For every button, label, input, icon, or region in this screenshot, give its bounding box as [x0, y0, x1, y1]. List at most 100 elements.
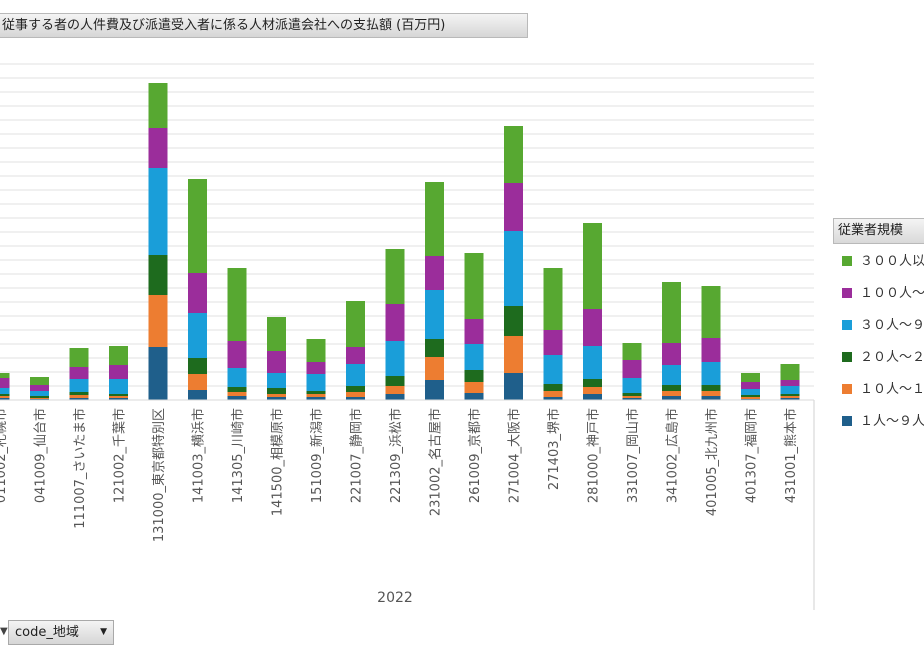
bar-segment[interactable]	[622, 393, 642, 396]
bar-segment[interactable]	[583, 309, 602, 346]
bar-segment[interactable]	[583, 223, 602, 309]
bar-segment[interactable]	[543, 391, 563, 397]
bar-segment[interactable]	[780, 380, 800, 386]
bar-segment[interactable]	[701, 362, 721, 385]
bar-segment[interactable]	[425, 380, 444, 400]
bar-segment[interactable]	[188, 374, 207, 390]
bar-segment[interactable]	[346, 397, 365, 400]
bar-segment[interactable]	[385, 304, 405, 341]
bar-segment[interactable]	[148, 128, 168, 168]
bar-segment[interactable]	[780, 364, 800, 380]
bar-segment[interactable]	[622, 378, 642, 393]
bar-segment[interactable]	[69, 395, 89, 398]
bar-segment[interactable]	[109, 398, 128, 400]
bar-segment[interactable]	[504, 126, 523, 183]
bar-segment[interactable]	[662, 391, 681, 396]
bar-segment[interactable]	[30, 377, 49, 385]
bar-segment[interactable]	[306, 362, 326, 374]
bar-segment[interactable]	[662, 396, 681, 400]
bar-segment[interactable]	[464, 393, 484, 400]
bar-segment[interactable]	[780, 394, 800, 396]
bar-segment[interactable]	[504, 231, 523, 306]
bar-segment[interactable]	[504, 336, 523, 373]
bar-segment[interactable]	[583, 379, 602, 387]
bar-segment[interactable]	[464, 344, 484, 370]
bar-segment[interactable]	[267, 351, 286, 373]
bar-segment[interactable]	[148, 168, 168, 255]
bar-segment[interactable]	[741, 395, 760, 397]
bar-segment[interactable]	[425, 290, 444, 339]
bar-segment[interactable]	[425, 256, 444, 290]
bar-segment[interactable]	[306, 374, 326, 391]
legend-title[interactable]: 従業者規模	[833, 218, 924, 244]
bar-segment[interactable]	[583, 346, 602, 379]
bar-segment[interactable]	[188, 313, 207, 358]
bar-segment[interactable]	[622, 398, 642, 400]
bar-segment[interactable]	[346, 301, 365, 347]
bar-segment[interactable]	[267, 317, 286, 351]
bar-segment[interactable]	[464, 253, 484, 319]
bar-segment[interactable]	[780, 386, 800, 394]
dropdown-arrow-icon[interactable]: ▼	[0, 626, 8, 637]
bar-segment[interactable]	[148, 347, 168, 400]
bar-segment[interactable]	[346, 347, 365, 364]
bar-segment[interactable]	[30, 385, 49, 391]
bar-segment[interactable]	[267, 397, 286, 400]
bar-segment[interactable]	[227, 396, 247, 400]
bar-segment[interactable]	[0, 373, 10, 378]
bar-segment[interactable]	[504, 373, 523, 400]
bar-segment[interactable]	[543, 397, 563, 400]
bar-segment[interactable]	[543, 355, 563, 384]
bar-segment[interactable]	[69, 392, 89, 395]
bar-segment[interactable]	[741, 389, 760, 395]
bar-segment[interactable]	[227, 387, 247, 392]
bar-segment[interactable]	[385, 376, 405, 386]
bar-segment[interactable]	[69, 379, 89, 392]
bar-segment[interactable]	[425, 357, 444, 380]
bar-segment[interactable]	[741, 373, 760, 382]
bar-segment[interactable]	[622, 396, 642, 398]
bar-segment[interactable]	[148, 255, 168, 295]
bar-segment[interactable]	[464, 382, 484, 393]
bar-segment[interactable]	[0, 396, 10, 398]
bar-segment[interactable]	[109, 394, 128, 396]
bar-segment[interactable]	[780, 396, 800, 398]
bar-segment[interactable]	[30, 398, 49, 399]
bar-segment[interactable]	[0, 394, 10, 396]
bar-segment[interactable]	[227, 341, 247, 368]
bar-segment[interactable]	[30, 396, 49, 398]
bar-segment[interactable]	[701, 286, 721, 338]
legend-item[interactable]: １人～９人	[842, 412, 924, 432]
bar-segment[interactable]	[109, 365, 128, 379]
bar-segment[interactable]	[227, 368, 247, 387]
bar-segment[interactable]	[385, 394, 405, 400]
bar-segment[interactable]	[30, 391, 49, 396]
bar-segment[interactable]	[109, 346, 128, 365]
bar-segment[interactable]	[385, 386, 405, 394]
bar-segment[interactable]	[780, 398, 800, 400]
legend-item[interactable]: １００人～２９９人	[842, 284, 924, 304]
bar-segment[interactable]	[148, 83, 168, 128]
bar-segment[interactable]	[385, 249, 405, 304]
bar-segment[interactable]	[741, 397, 760, 399]
bar-segment[interactable]	[504, 183, 523, 231]
bar-segment[interactable]	[662, 343, 681, 365]
bar-segment[interactable]	[267, 373, 286, 388]
bar-segment[interactable]	[227, 268, 247, 341]
bar-segment[interactable]	[306, 391, 326, 394]
bar-segment[interactable]	[701, 338, 721, 362]
bar-segment[interactable]	[148, 295, 168, 347]
bar-segment[interactable]	[385, 341, 405, 376]
bar-segment[interactable]	[227, 392, 247, 396]
legend-item[interactable]: ３０人～９９人	[842, 316, 924, 336]
bar-segment[interactable]	[662, 365, 681, 385]
bar-segment[interactable]	[504, 306, 523, 336]
legend-item[interactable]: １０人～１９人	[842, 380, 924, 400]
bar-segment[interactable]	[346, 392, 365, 397]
bar-segment[interactable]	[583, 387, 602, 394]
bar-segment[interactable]	[543, 384, 563, 391]
bar-segment[interactable]	[0, 378, 10, 388]
bar-segment[interactable]	[662, 282, 681, 343]
bar-segment[interactable]	[464, 319, 484, 344]
field-filter-button[interactable]: code_地域 ▼	[8, 620, 114, 645]
